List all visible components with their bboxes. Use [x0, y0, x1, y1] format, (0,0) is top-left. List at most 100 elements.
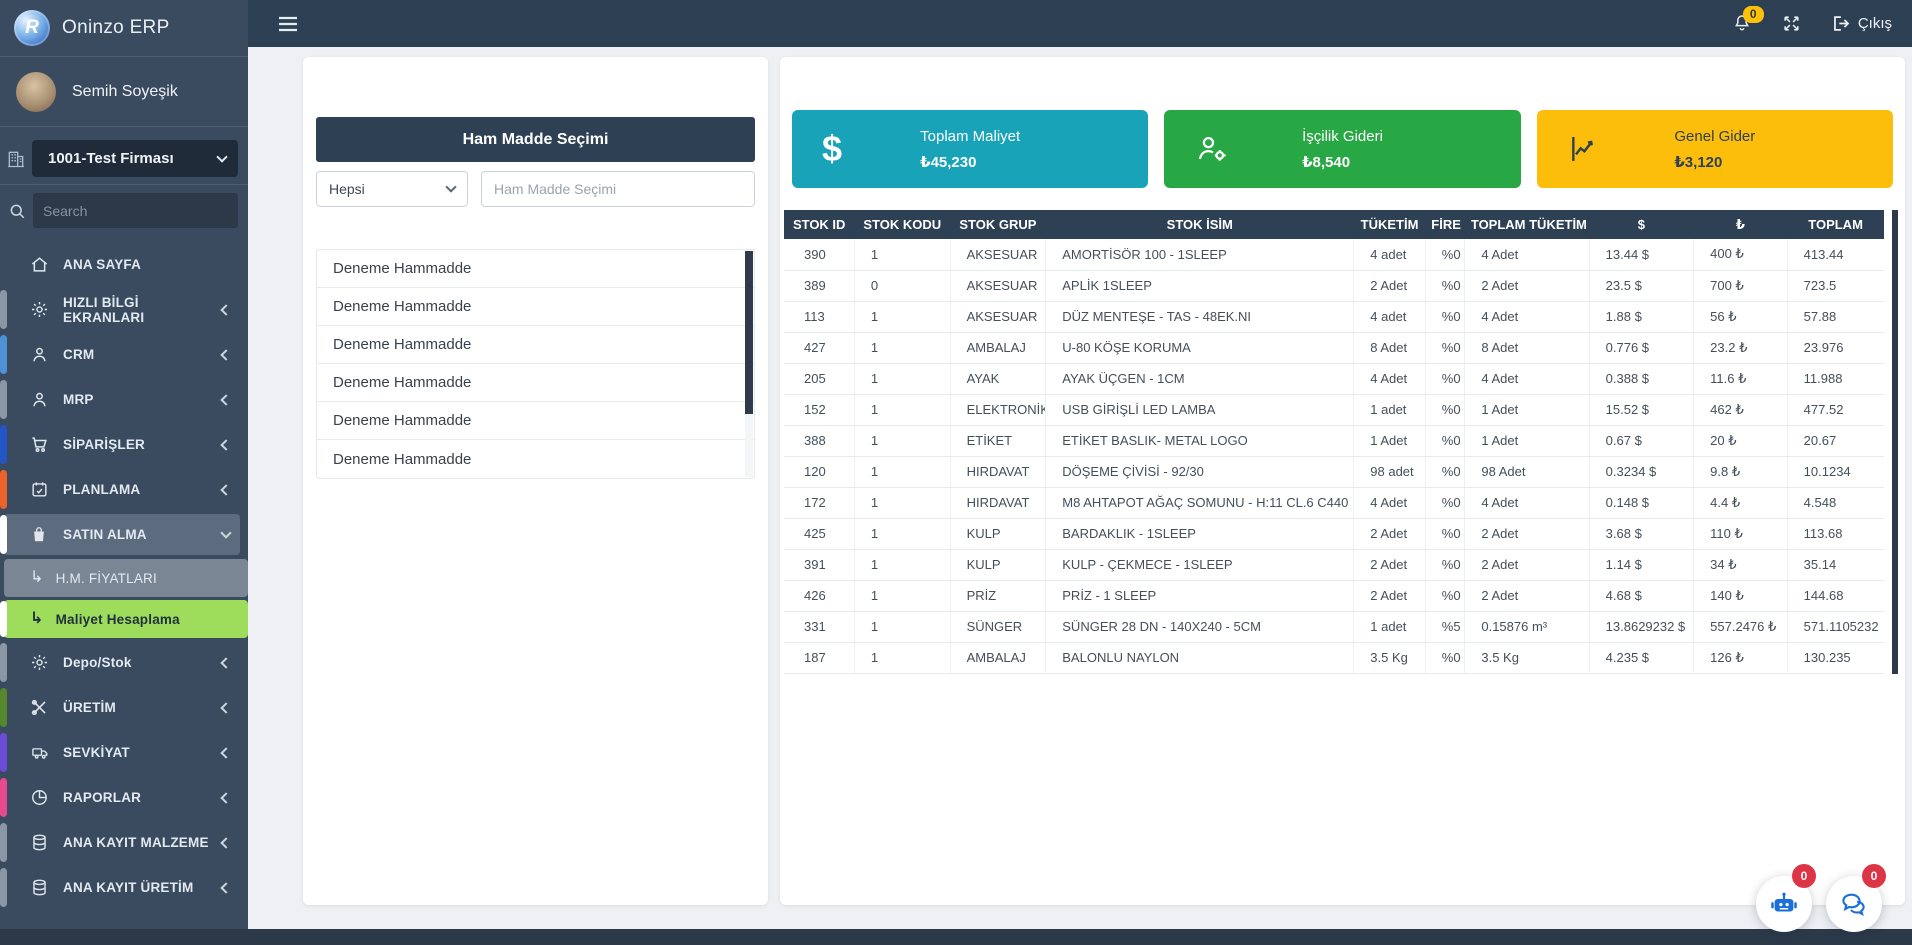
robot-button[interactable]: 0: [1756, 864, 1816, 932]
table-row[interactable]: 172 1 HIRDAVAT M8 AHTAPOT AĞAÇ SOMUNU - H:1…: [784, 487, 1884, 519]
logout-button[interactable]: Çıkış: [1831, 14, 1892, 33]
accent-bar: [0, 470, 7, 509]
chevron-left-icon: [220, 836, 232, 849]
list-scrollbar[interactable]: [745, 251, 753, 477]
hamburger-menu-icon[interactable]: [278, 16, 298, 32]
table-cell: 1: [854, 642, 951, 674]
accent-bar: [0, 425, 7, 464]
table-row[interactable]: 113 1 AKSESUAR DÜZ MENTEŞE - TAS - 48EK.NI 4…: [784, 301, 1884, 333]
sidebar-item-label: ANA SAYFA: [63, 257, 142, 272]
accent-bar: [0, 643, 7, 682]
chat-button[interactable]: 0: [1826, 864, 1886, 932]
table-cell: 98 Adet: [1464, 456, 1590, 488]
sidebar-item-crm[interactable]: CRM: [0, 334, 240, 375]
table-row[interactable]: 120 1 HIRDAVAT DÖŞEME ÇİVİSİ - 92/30 98 adet…: [784, 456, 1884, 488]
sidebar-item-sevki-yat[interactable]: SEVKİYAT: [0, 732, 240, 773]
table-cell: 110 ₺: [1693, 518, 1788, 550]
table-cell: %0: [1425, 425, 1466, 457]
sidebar-item-raporlar[interactable]: RAPORLAR: [0, 777, 240, 818]
table-cell: 389: [784, 270, 855, 302]
table-cell: %0: [1425, 301, 1466, 333]
table-cell: U-80 KÖŞE KORUMA: [1045, 332, 1355, 364]
brand: R Oninzo ERP: [0, 0, 248, 57]
table-cell: AMORTİSÖR 100 - 1SLEEP: [1045, 239, 1355, 271]
sidebar-item-maliyet-hesaplama[interactable]: ↳ Maliyet Hesaplama: [0, 600, 248, 638]
chevron-left-icon: [220, 348, 232, 361]
fullscreen-icon[interactable]: [1782, 14, 1801, 33]
truck-icon: [30, 744, 50, 762]
table-row[interactable]: 331 1 SÜNGER SÜNGER 28 DN - 140X240 - 5CM 1 …: [784, 611, 1884, 643]
table-cell: AYAK ÜÇGEN - 1CM: [1045, 363, 1355, 395]
sidebar-item-satin-alma[interactable]: SATIN ALMA: [0, 514, 240, 555]
list-scrollbar-thumb[interactable]: [745, 251, 753, 414]
sidebar-item-ana-sayfa[interactable]: ANA SAYFA: [4, 244, 240, 285]
chevron-left-icon: [220, 656, 232, 669]
table-cell: 57.88: [1787, 301, 1884, 333]
table-row[interactable]: 391 1 KULP KULP - ÇEKMECE - 1SLEEP 2 Adet %0 2…: [784, 549, 1884, 581]
sidebar-item-si-pari-ler[interactable]: SİPARİŞLER: [0, 424, 240, 465]
table-cell: 1 adet: [1353, 611, 1426, 643]
table-row[interactable]: 152 1 ELEKTRONİK USB GİRİŞLİ LED LAMBA 1 ade…: [784, 394, 1884, 426]
sidebar-item-hizli-bi-lgi-ekranlari[interactable]: HIZLI BİLGİ EKRANLARI: [0, 289, 240, 330]
table-cell: 56 ₺: [1693, 301, 1788, 333]
company-select[interactable]: 1001-Test Firması: [32, 140, 238, 177]
sidebar-item-h-m-fi-yatlari[interactable]: ↳ H.M. FİYATLARI: [4, 559, 248, 597]
accent-bar: [0, 601, 7, 637]
sidebar-search-input[interactable]: [33, 193, 238, 228]
table-row[interactable]: 427 1 AMBALAJ U-80 KÖŞE KORUMA 8 Adet %0 8 Ade…: [784, 332, 1884, 364]
table-scrollbar[interactable]: [1892, 210, 1898, 674]
table-cell: 1 Adet: [1464, 425, 1590, 457]
table-cell: 0.3234 $: [1589, 456, 1695, 488]
raw-material-list: Deneme Hammadde Deneme Hammadde Deneme Ham…: [316, 249, 755, 479]
list-item[interactable]: Deneme Hammadde: [317, 364, 754, 402]
notifications-button[interactable]: 0: [1732, 6, 1764, 34]
table-row[interactable]: 388 1 ETİKET ETİKET BASLIK- METAL LOGO 1 Ade…: [784, 425, 1884, 457]
table-cell: %0: [1425, 332, 1466, 364]
chevron-left-icon: [220, 438, 232, 451]
sidebar-item-ana-kayit-reti-m[interactable]: ANA KAYIT ÜRETİM: [0, 867, 240, 908]
table-row[interactable]: 205 1 AYAK AYAK ÜÇGEN - 1CM 4 Adet %0 4 Adet 0.…: [784, 363, 1884, 395]
table-cell: 8 Adet: [1464, 332, 1590, 364]
table-row[interactable]: 425 1 KULP BARDAKLIK - 1SLEEP 2 Adet %0 2 Adet…: [784, 518, 1884, 550]
table-cell: %0: [1425, 518, 1466, 550]
table-cell: 8 Adet: [1353, 332, 1426, 364]
table-cell: DÜZ MENTEŞE - TAS - 48EK.NI: [1045, 301, 1355, 333]
sidebar-item-planlama[interactable]: PLANLAMA: [0, 469, 240, 510]
table-cell: 425: [784, 518, 855, 550]
table-cell: 4 Adet: [1464, 301, 1590, 333]
raw-material-search-input[interactable]: [481, 171, 755, 207]
sidebar-item-ana-kayit-malzeme[interactable]: ANA KAYIT MALZEME: [0, 822, 240, 863]
list-item[interactable]: Deneme Hammadde: [333, 450, 472, 468]
sidebar-item-label: HIZLI BİLGİ EKRANLARI: [63, 294, 145, 325]
bag-icon: [30, 525, 50, 544]
table-cell: 172: [784, 487, 855, 519]
table-cell: 9.8 ₺: [1693, 456, 1788, 488]
sidebar-item-reti-m[interactable]: ÜRETİM: [0, 687, 240, 728]
sidebar-item-depo-stok[interactable]: Depo/Stok: [0, 642, 240, 683]
accent-bar: [0, 515, 7, 554]
column-header: STOK İSİM: [1045, 210, 1354, 239]
table-row[interactable]: 390 1 AKSESUAR AMORTİSÖR 100 - 1SLEEP 4 adet…: [784, 239, 1884, 271]
table-cell: KULP: [950, 549, 1047, 581]
table-cell: HIRDAVAT: [950, 487, 1047, 519]
table-cell: 1.14 $: [1589, 549, 1695, 581]
column-header: TÜKETİM: [1353, 210, 1426, 239]
table-cell: %0: [1425, 239, 1466, 271]
table-row[interactable]: 389 0 AKSESUAR APLİK 1SLEEP 2 Adet %0 2 Adet 23…: [784, 270, 1884, 302]
table-cell: 1: [854, 394, 951, 426]
list-item[interactable]: Deneme Hammadde: [317, 326, 754, 364]
table-cell: 391: [784, 549, 855, 581]
table-cell: 1: [854, 301, 951, 333]
calendar-icon: [30, 480, 50, 499]
table-row[interactable]: 426 1 PRİZ PRİZ - 1 SLEEP 2 Adet %0 2 Adet 4.68…: [784, 580, 1884, 612]
user-gear-icon: [1194, 132, 1230, 166]
sidebar-item-mrp[interactable]: MRP: [0, 379, 240, 420]
group-filter-select[interactable]: Hepsi: [316, 171, 468, 207]
list-item[interactable]: Deneme Hammadde: [317, 402, 754, 440]
list-item[interactable]: Deneme Hammadde: [317, 288, 754, 326]
sidebar-item-label: ANA KAYIT ÜRETİM: [63, 880, 194, 895]
list-item[interactable]: Deneme Hammadde: [317, 250, 754, 288]
table-cell: 205: [784, 363, 855, 395]
table-cell: SÜNGER: [950, 611, 1047, 643]
table-row[interactable]: 187 1 AMBALAJ BALONLU NAYLON 3.5 Kg %0 3.5 Kg 4…: [784, 642, 1884, 674]
